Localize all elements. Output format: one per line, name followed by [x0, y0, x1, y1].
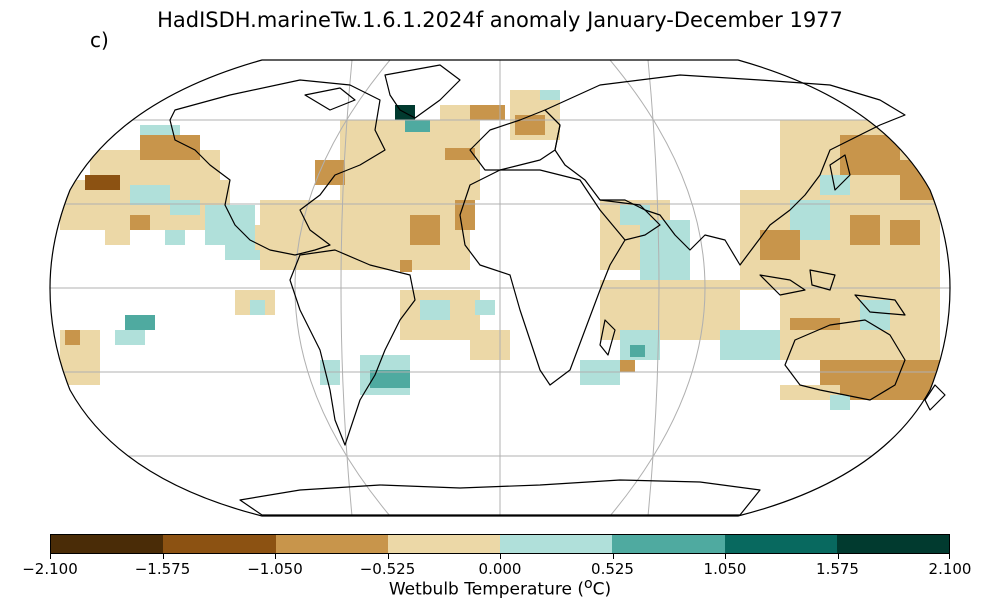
colorbar-tick-labels: −2.100 −1.575 −1.050 −0.525 0.000 0.525 1.050 1… — [22, 560, 971, 580]
colorbar-tick-label-3: −0.525 — [359, 560, 416, 578]
colorbar — [50, 534, 950, 554]
panel-label: c) — [90, 28, 109, 52]
colorbar-tick-5 — [612, 554, 614, 559]
colorbar-segment-2 — [275, 535, 388, 553]
colorbar-label-main: Wetbulb Temperature ( — [388, 579, 584, 600]
colorbar-tick-label-0: −2.100 — [22, 560, 78, 578]
colorbar-tick-label-2: −1.050 — [247, 560, 303, 578]
colorbar-segment-6 — [724, 535, 837, 553]
colorbar-tick-2 — [275, 554, 276, 559]
colorbar-segment-4 — [500, 535, 613, 553]
colorbar-tick-4 — [500, 554, 501, 559]
colorbar-tick-1 — [162, 554, 164, 559]
colorbar-segment-0 — [51, 535, 164, 553]
colorbar-segment-1 — [163, 535, 276, 553]
colorbar-tick-8 — [949, 554, 950, 559]
map-title: HadISDH.marineTw.1.6.1.2024f anomaly Jan… — [157, 8, 843, 32]
globe-outline — [49, 59, 951, 517]
anomaly-cells — [60, 90, 940, 410]
gridlines — [50, 60, 950, 516]
colorbar-label-superscript: o — [583, 576, 593, 592]
colorbar-tick-label-4: 0.000 — [478, 560, 522, 578]
colorbar-tick-0 — [50, 554, 51, 559]
colorbar-tick-7 — [837, 554, 839, 559]
colorbar-tick-label-8: 2.100 — [928, 560, 972, 578]
colorbar-tick-label-5: 0.525 — [591, 560, 634, 578]
colorbar-segment-3 — [387, 535, 500, 553]
colorbar-ticks — [50, 554, 950, 562]
colorbar-segment-5 — [612, 535, 725, 553]
colorbar-tick-label-6: 1.050 — [703, 560, 747, 578]
colorbar-label-end: C) — [592, 579, 612, 600]
colorbar-tick-6 — [725, 554, 726, 559]
colorbar-segment-7 — [836, 535, 949, 553]
colorbar-tick-label-1: −1.575 — [134, 560, 191, 578]
coastlines — [169, 64, 946, 516]
colorbar-label: Wetbulb Temperature (oC) — [0, 576, 1000, 600]
colorbar-tick-label-7: 1.575 — [816, 560, 859, 578]
colorbar-tick-3 — [387, 554, 389, 559]
